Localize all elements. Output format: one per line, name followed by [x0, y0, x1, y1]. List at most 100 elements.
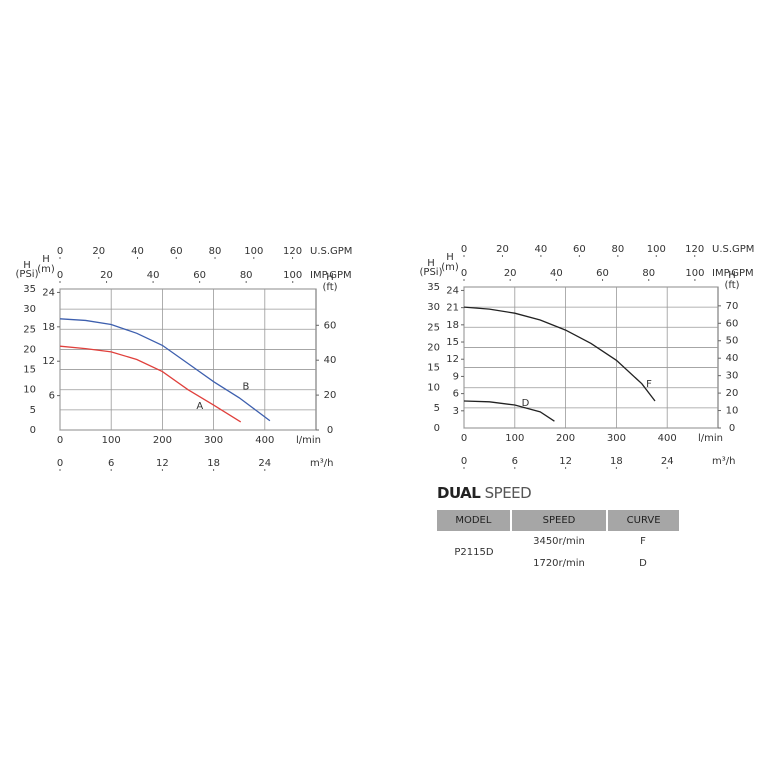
curve-label: F — [646, 379, 652, 390]
curve — [463, 400, 555, 422]
axis-label: (ft) — [322, 282, 337, 293]
curve — [463, 306, 656, 402]
header-cell: CURVE — [626, 515, 661, 526]
axis-label: H — [326, 272, 334, 283]
curve-label: B — [242, 382, 249, 393]
cell: 3450r/min — [533, 536, 585, 547]
axis-tick-label: 60 — [596, 268, 609, 279]
axis-tick-label: 20 — [324, 390, 337, 401]
title-light: SPEED — [484, 484, 532, 502]
y-tick-label: 10 — [427, 383, 440, 394]
cell: D — [639, 558, 647, 569]
axis-tick-label: 40 — [535, 244, 548, 255]
axis-tick-label: 50 — [726, 336, 739, 347]
axis-tick-label: 12 — [156, 458, 169, 469]
axis-tick-label: 60 — [324, 320, 337, 331]
y-tick-label: 25 — [23, 324, 36, 335]
axis-tick-label: 100 — [244, 246, 263, 257]
axis-tick-label: 24 — [446, 285, 459, 296]
axis-label: H — [42, 254, 50, 265]
axis-tick-label: 120 — [685, 244, 704, 255]
plot-frame — [59, 288, 317, 431]
y-tick-label: 20 — [427, 342, 440, 353]
title-bold: DUAL — [437, 484, 481, 502]
axis-tick-label: 18 — [446, 320, 459, 331]
axis-tick-label: 30 — [726, 371, 739, 382]
axis-tick-label: 40 — [147, 270, 160, 281]
axis-label: (m) — [441, 262, 459, 273]
header-cell: MODEL — [437, 510, 512, 531]
x-tick-label: 100 — [505, 433, 524, 444]
axis-label: (ft) — [724, 280, 739, 291]
axis-tick-label: 60 — [726, 318, 739, 329]
axis-tick-label: 100 — [685, 268, 704, 279]
axis-tick-label: 0 — [461, 268, 467, 279]
y-tick-label: 15 — [23, 365, 36, 376]
axis-tick-label: 20 — [496, 244, 509, 255]
axis-tick-label: 0 — [57, 270, 63, 281]
y-tick-label: 10 — [23, 385, 36, 396]
axis-tick-label: 24 — [42, 287, 55, 298]
axis-label: H — [446, 252, 454, 263]
y-axis-label: H — [23, 260, 31, 271]
axis-tick-label: 12 — [559, 456, 572, 467]
axis-tick-label: 120 — [283, 246, 302, 257]
model-cell: P2115D — [454, 547, 494, 558]
axis-tick-label: 24 — [661, 456, 674, 467]
axis-tick-label: 40 — [131, 246, 144, 257]
y-tick-label: 35 — [427, 282, 440, 293]
axis-tick-label: 80 — [642, 268, 655, 279]
axis-tick-label: 60 — [193, 270, 206, 281]
y-tick-label: 15 — [427, 363, 440, 374]
axis-label: m³/h — [310, 458, 333, 469]
cell: F — [640, 536, 646, 547]
table-body: P2115D 3450r/min 1720r/min F D — [437, 531, 679, 575]
y-tick-label: 5 — [30, 405, 36, 416]
axis-tick-label: 10 — [726, 406, 739, 417]
curve — [59, 345, 242, 423]
y-axis-label: (PSi) — [420, 267, 443, 278]
x-tick-label: 300 — [204, 435, 223, 446]
curve-label: D — [522, 398, 530, 409]
x-tick-label: 400 — [255, 435, 274, 446]
axis-tick-label: 6 — [453, 389, 459, 400]
axis-tick-label: 6 — [49, 391, 55, 402]
header-cell: SPEED — [512, 510, 609, 531]
axis-tick-label: 18 — [610, 456, 623, 467]
x-tick-label: 0 — [57, 435, 63, 446]
x-tick-label: 300 — [607, 433, 626, 444]
table-title: DUAL SPEED — [437, 484, 679, 502]
plot-frame — [463, 286, 719, 429]
axis-tick-label: 100 — [647, 244, 666, 255]
cell: 1720r/min — [533, 558, 585, 569]
y-tick-label: 30 — [23, 304, 36, 315]
axis-label: U.S.GPM — [712, 244, 754, 255]
axis-tick-label: 21 — [446, 303, 459, 314]
table-header: MODEL SPEED CURVE — [437, 510, 679, 531]
curve — [59, 318, 271, 422]
axis-tick-label: 18 — [207, 458, 220, 469]
axis-tick-label: 0 — [57, 458, 63, 469]
y-tick-label: 0 — [434, 423, 440, 434]
y-axis-label: H — [427, 258, 435, 269]
axis-tick-label: 0 — [461, 456, 467, 467]
axis-tick-label: 0 — [729, 423, 735, 434]
axis-label: IMP.GPM — [712, 268, 754, 279]
x-tick-label: 0 — [461, 433, 467, 444]
axis-label: IMP.GPM — [310, 270, 352, 281]
axis-tick-label: 6 — [512, 456, 518, 467]
axis-tick-label: 40 — [550, 268, 563, 279]
x-tick-label: 100 — [102, 435, 121, 446]
x-tick-label: 200 — [556, 433, 575, 444]
x-axis-label: l/min — [698, 433, 723, 444]
speed-table: DUAL SPEED MODEL SPEED CURVE P2115D 3450… — [437, 484, 679, 575]
y-axis-label: (PSi) — [16, 269, 39, 280]
axis-tick-label: 60 — [573, 244, 586, 255]
axis-tick-label: 20 — [726, 388, 739, 399]
axis-tick-label: 24 — [258, 458, 271, 469]
y-tick-label: 30 — [427, 302, 440, 313]
axis-tick-label: 20 — [100, 270, 113, 281]
x-tick-label: 400 — [658, 433, 677, 444]
